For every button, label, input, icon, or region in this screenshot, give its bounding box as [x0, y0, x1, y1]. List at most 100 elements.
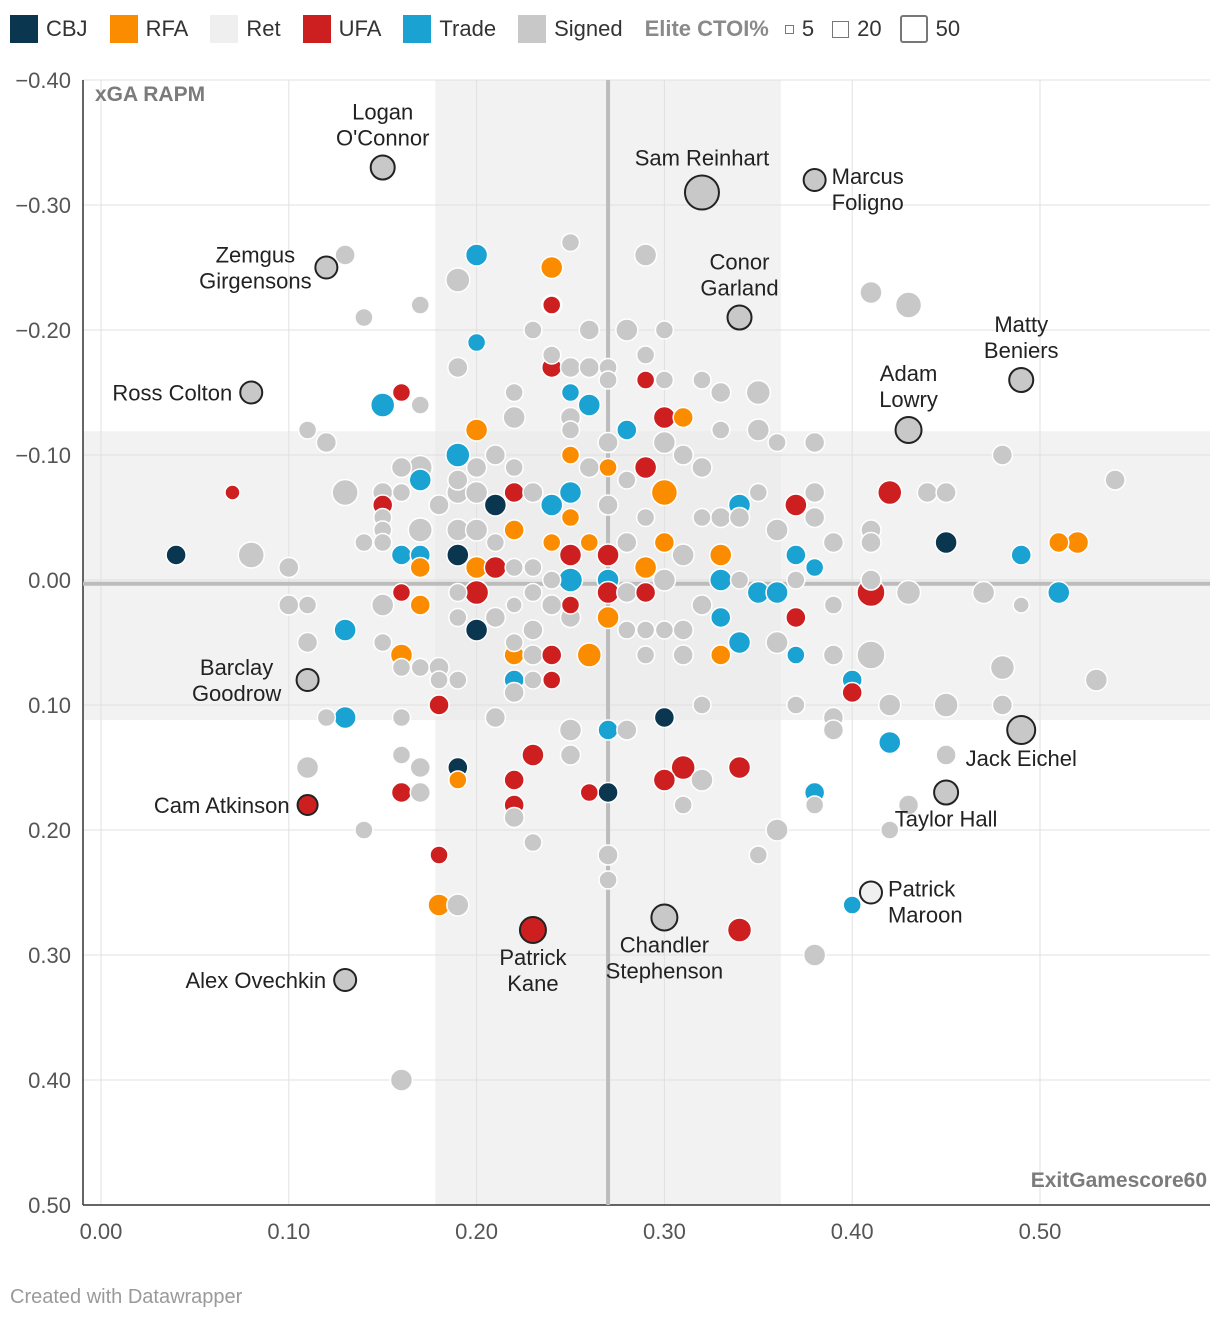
- scatter-point[interactable]: [822, 644, 845, 666]
- scatter-point[interactable]: [598, 870, 618, 890]
- scatter-point[interactable]: [650, 478, 679, 507]
- scatter-point[interactable]: [579, 782, 600, 803]
- scatter-point[interactable]: [539, 493, 564, 517]
- scatter-point[interactable]: [503, 481, 525, 504]
- scatter-point[interactable]: [503, 681, 525, 704]
- scatter-point[interactable]: [464, 243, 489, 267]
- scatter-point[interactable]: [842, 895, 862, 915]
- scatter-point[interactable]: [671, 543, 695, 567]
- scatter-point[interactable]: [784, 493, 808, 517]
- scatter-point[interactable]: [446, 543, 470, 567]
- scatter-point[interactable]: [765, 630, 789, 655]
- scatter-point[interactable]: [672, 619, 694, 641]
- scatter-point[interactable]: [860, 569, 882, 591]
- scatter-point[interactable]: [560, 232, 581, 253]
- scatter-point[interactable]: [447, 469, 469, 491]
- scatter-point[interactable]: [578, 356, 601, 379]
- scatter-point[interactable]: [391, 745, 412, 765]
- scatter-point[interactable]: [429, 670, 449, 690]
- labeled-point[interactable]: [239, 380, 264, 405]
- scatter-point[interactable]: [409, 756, 432, 779]
- labeled-point[interactable]: [333, 968, 358, 992]
- scatter-point[interactable]: [333, 618, 357, 642]
- labeled-point[interactable]: [858, 880, 883, 905]
- scatter-point[interactable]: [465, 456, 488, 479]
- scatter-point[interactable]: [391, 482, 412, 503]
- scatter-point[interactable]: [786, 570, 806, 590]
- scatter-point[interactable]: [558, 543, 583, 567]
- scatter-point[interactable]: [390, 456, 413, 479]
- scatter-point[interactable]: [389, 1068, 414, 1092]
- scatter-point[interactable]: [503, 519, 525, 541]
- scatter-point[interactable]: [1048, 531, 1070, 554]
- scatter-point[interactable]: [897, 794, 920, 816]
- scatter-point[interactable]: [670, 754, 696, 781]
- scatter-point[interactable]: [989, 654, 1016, 681]
- scatter-point[interactable]: [559, 356, 582, 379]
- labeled-point[interactable]: [314, 255, 339, 280]
- scatter-point[interactable]: [445, 442, 471, 468]
- scatter-point[interactable]: [746, 418, 771, 442]
- scatter-point[interactable]: [991, 444, 1014, 466]
- scatter-point[interactable]: [165, 544, 187, 566]
- scatter-point[interactable]: [560, 445, 581, 465]
- scatter-point[interactable]: [560, 595, 581, 615]
- labeled-point[interactable]: [1006, 715, 1037, 745]
- scatter-point[interactable]: [596, 605, 620, 630]
- scatter-point[interactable]: [408, 468, 433, 492]
- scatter-point[interactable]: [409, 556, 432, 579]
- scatter-point[interactable]: [728, 506, 751, 529]
- scatter-point[interactable]: [448, 670, 468, 690]
- labeled-point[interactable]: [369, 154, 396, 181]
- scatter-point[interactable]: [692, 695, 712, 715]
- scatter-point[interactable]: [708, 568, 733, 592]
- scatter-point[interactable]: [822, 719, 845, 741]
- scatter-point[interactable]: [560, 507, 581, 528]
- scatter-point[interactable]: [617, 620, 637, 640]
- scatter-point[interactable]: [652, 405, 677, 430]
- labeled-point[interactable]: [650, 903, 679, 932]
- scatter-point[interactable]: [464, 418, 489, 442]
- scatter-point[interactable]: [484, 444, 507, 466]
- scatter-point[interactable]: [635, 370, 656, 390]
- scatter-point[interactable]: [859, 280, 883, 305]
- scatter-point[interactable]: [1010, 544, 1032, 566]
- legend-item-trade[interactable]: Trade: [403, 15, 496, 43]
- scatter-point[interactable]: [1065, 530, 1090, 555]
- scatter-point[interactable]: [576, 642, 603, 668]
- scatter-point[interactable]: [447, 356, 469, 379]
- scatter-point[interactable]: [803, 431, 826, 454]
- labeled-point[interactable]: [295, 668, 320, 692]
- scatter-point[interactable]: [727, 630, 752, 655]
- scatter-point[interactable]: [596, 580, 620, 605]
- scatter-point[interactable]: [504, 557, 524, 578]
- legend-item-cbj[interactable]: CBJ: [10, 15, 88, 43]
- scatter-point[interactable]: [503, 769, 525, 791]
- scatter-point[interactable]: [448, 582, 468, 603]
- scatter-point[interactable]: [505, 596, 523, 614]
- scatter-point[interactable]: [654, 320, 675, 340]
- scatter-point[interactable]: [484, 606, 507, 629]
- scatter-point[interactable]: [541, 670, 562, 690]
- scatter-point[interactable]: [804, 557, 825, 578]
- scatter-point[interactable]: [654, 620, 675, 640]
- scatter-point[interactable]: [354, 820, 374, 840]
- scatter-point[interactable]: [541, 532, 562, 553]
- scatter-point[interactable]: [523, 320, 543, 340]
- scatter-point[interactable]: [446, 893, 470, 917]
- scatter-point[interactable]: [464, 480, 489, 505]
- scatter-point[interactable]: [410, 295, 431, 315]
- scatter-point[interactable]: [597, 719, 619, 741]
- scatter-point[interactable]: [448, 770, 468, 790]
- scatter-point[interactable]: [691, 456, 713, 479]
- scatter-point[interactable]: [616, 419, 638, 441]
- scatter-point[interactable]: [333, 705, 357, 730]
- scatter-point[interactable]: [295, 755, 320, 780]
- scatter-point[interactable]: [653, 531, 676, 554]
- scatter-point[interactable]: [521, 743, 545, 767]
- scatter-point[interactable]: [278, 556, 300, 579]
- scatter-point[interactable]: [370, 593, 395, 617]
- scatter-point[interactable]: [767, 432, 787, 453]
- scatter-point[interactable]: [598, 370, 618, 390]
- scatter-point[interactable]: [654, 370, 675, 390]
